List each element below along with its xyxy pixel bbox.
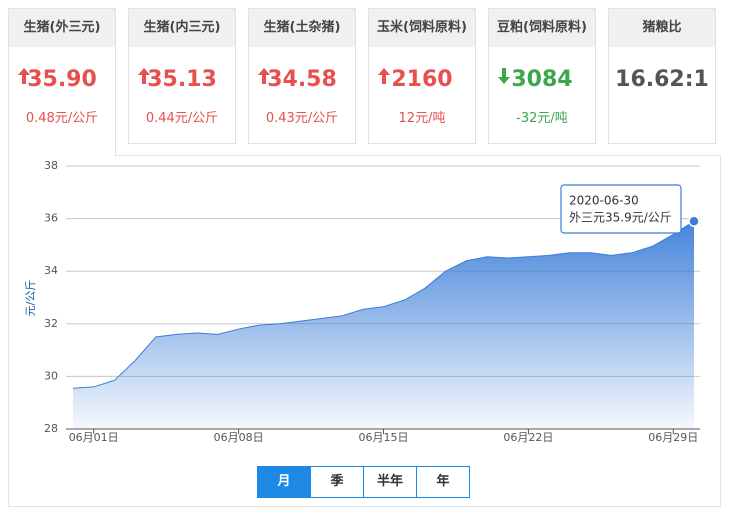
card-price: 2160 bbox=[369, 67, 475, 92]
price-card[interactable]: 生猪(外三元) 35.90 0.48元/公斤 bbox=[8, 8, 116, 157]
tooltip-text: 外三元35.9元/公斤 bbox=[569, 211, 672, 225]
price-value: 35.90 bbox=[27, 67, 97, 92]
price-value: 35.13 bbox=[147, 67, 217, 92]
range-button[interactable]: 季 bbox=[310, 467, 363, 497]
arrow-shape bbox=[18, 68, 30, 84]
trend-arrow bbox=[138, 68, 150, 84]
trend-arrow bbox=[378, 68, 390, 84]
y-tick-label: 28 bbox=[44, 422, 58, 435]
tooltip-box bbox=[560, 184, 682, 234]
price-value: 34.58 bbox=[267, 67, 337, 92]
card-title: 生猪(内三元) bbox=[129, 9, 235, 47]
highlight-point bbox=[688, 215, 700, 227]
y-tick-label: 32 bbox=[44, 317, 58, 330]
card-change: 12元/吨 bbox=[398, 111, 446, 126]
y-axis-label: 元/公斤 bbox=[24, 280, 37, 317]
card-change: -32元/吨 bbox=[516, 111, 568, 126]
range-buttons: 月季半年年 bbox=[257, 466, 470, 498]
card-title: 猪粮比 bbox=[609, 9, 715, 47]
card-change: 0.48元/公斤 bbox=[25, 111, 99, 126]
chart-panel bbox=[8, 155, 721, 507]
price-value: 3084 bbox=[511, 67, 573, 92]
price-value: 16.62:1 bbox=[615, 67, 709, 92]
trend-arrow bbox=[258, 68, 270, 84]
card-price: 35.90 bbox=[9, 67, 115, 92]
y-tick-label: 36 bbox=[44, 212, 58, 225]
price-card[interactable]: 豆粕(饲料原料) 3084 -32元/吨 bbox=[488, 8, 596, 144]
card-title: 豆粕(饲料原料) bbox=[489, 9, 595, 47]
arrow-shape bbox=[138, 68, 150, 84]
card-price: 34.58 bbox=[249, 67, 355, 92]
price-card[interactable]: 生猪(内三元) 35.13 0.44元/公斤 bbox=[128, 8, 236, 144]
range-button[interactable]: 月 bbox=[258, 467, 310, 497]
price-card[interactable]: 玉米(饲料原料) 2160 12元/吨 bbox=[368, 8, 476, 144]
x-tick-label: 06月15日 bbox=[359, 431, 409, 444]
trend-arrow bbox=[18, 68, 30, 84]
x-tick-label: 06月22日 bbox=[503, 431, 553, 444]
card-price: 3084 bbox=[489, 67, 595, 92]
card-change: 0.43元/公斤 bbox=[265, 111, 339, 126]
y-tick-label: 34 bbox=[44, 264, 58, 277]
tooltip-date: 2020-06-30 bbox=[569, 194, 639, 208]
y-tick-label: 38 bbox=[44, 159, 58, 172]
trend-arrow bbox=[498, 68, 510, 84]
range-button[interactable]: 年 bbox=[416, 467, 469, 497]
x-tick-label: 06月01日 bbox=[69, 431, 119, 444]
arrow-shape bbox=[498, 68, 510, 84]
y-tick-label: 30 bbox=[44, 369, 58, 382]
arrow-shape bbox=[378, 68, 390, 84]
area-fill bbox=[73, 221, 694, 429]
card-title: 玉米(饲料原料) bbox=[369, 9, 475, 47]
arrow-shape bbox=[258, 68, 270, 84]
card-price: 16.62:1 bbox=[609, 67, 715, 92]
price-card[interactable]: 猪粮比 16.62:1 bbox=[608, 8, 716, 144]
area-line bbox=[72, 220, 695, 389]
x-tick-label: 06月08日 bbox=[214, 431, 264, 444]
price-card[interactable]: 生猪(土杂猪) 34.58 0.43元/公斤 bbox=[248, 8, 356, 144]
card-title: 生猪(外三元) bbox=[9, 9, 115, 47]
card-change: 0.44元/公斤 bbox=[145, 111, 219, 126]
card-title: 生猪(土杂猪) bbox=[249, 9, 355, 47]
range-button[interactable]: 半年 bbox=[363, 467, 416, 497]
x-tick-label: 06月29日 bbox=[648, 431, 698, 444]
price-value: 2160 bbox=[391, 67, 453, 92]
card-price: 35.13 bbox=[129, 67, 235, 92]
